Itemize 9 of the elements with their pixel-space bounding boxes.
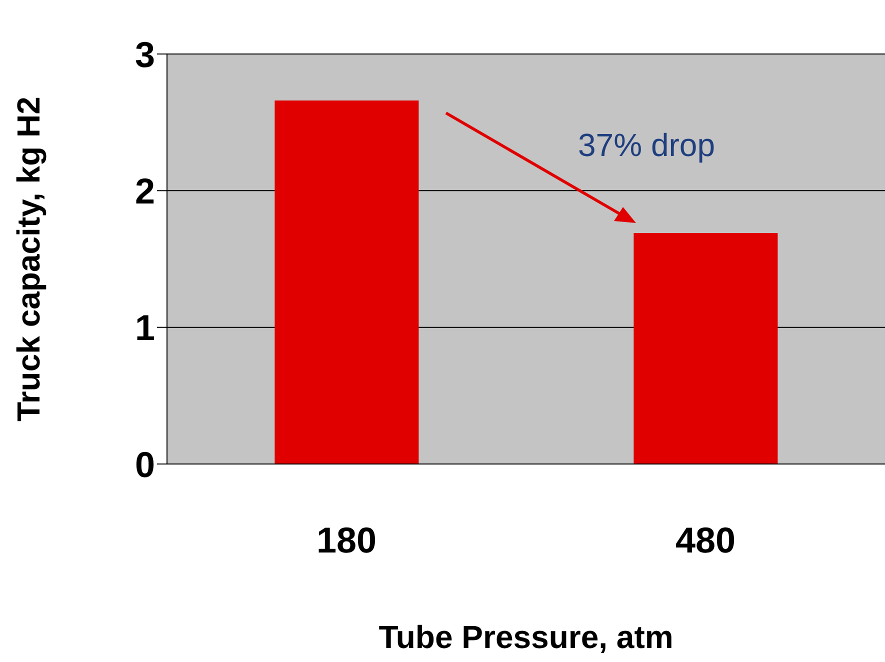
y-axis-title: Truck capacity, kg H2 xyxy=(10,96,46,422)
y-tick-label: 3 xyxy=(134,34,155,75)
y-tick-label: 2 xyxy=(134,170,155,212)
annotation: 37% drop xyxy=(578,127,715,163)
x-tick-label: 480 xyxy=(675,520,736,561)
y-tick-label: 1 xyxy=(134,307,155,348)
y-tick-label: 0 xyxy=(134,444,155,485)
x-axis-title: Tube Pressure, atm xyxy=(378,619,674,655)
x-tick-label: 180 xyxy=(316,520,377,561)
